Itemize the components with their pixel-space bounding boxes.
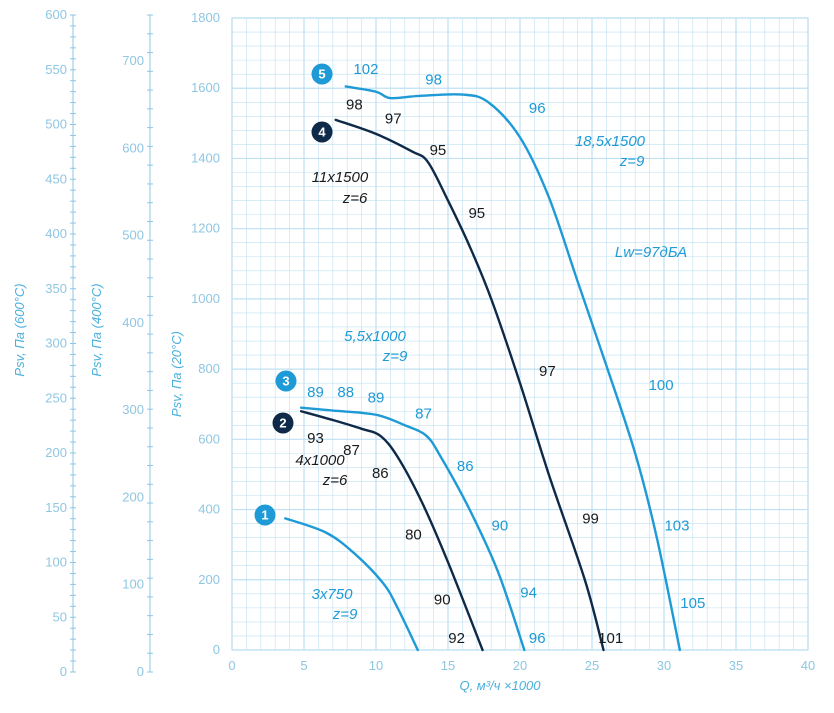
series-3-data-label: 86 <box>457 458 474 475</box>
y400-axis-tick-label: 100 <box>122 577 144 592</box>
y-tick-label: 1400 <box>191 150 220 165</box>
series-3-data-label: 90 <box>491 518 508 535</box>
y-tick-label: 0 <box>213 642 220 657</box>
series-2-data-label: 93 <box>307 430 324 447</box>
series-4-data-label: 97 <box>385 110 402 127</box>
y400-axis-tick-label: 400 <box>122 315 144 330</box>
series-4-data-label: 95 <box>430 142 447 159</box>
x-tick-label: 10 <box>369 658 383 673</box>
y-tick-label: 1800 <box>191 10 220 25</box>
x-tick-label: 20 <box>513 658 527 673</box>
y-tick-label: 1600 <box>191 80 220 95</box>
series-4-data-label: 97 <box>539 363 556 380</box>
y600-axis-tick-label: 400 <box>45 226 67 241</box>
y-tick-label: 400 <box>198 502 220 517</box>
y-axis-title: Psv, Па (20°C) <box>169 331 184 417</box>
series-1-annotation: 3x750 <box>312 586 354 603</box>
series-3-curve <box>299 406 526 652</box>
x-axis-title: Q, м³/ч ×1000 <box>459 678 541 693</box>
series-3-badge <box>275 370 297 392</box>
plot-frame <box>231 17 809 651</box>
y600-axis-tick-label: 200 <box>45 445 67 460</box>
series-2-annotation: z=6 <box>322 472 348 489</box>
x-tick-label: 5 <box>300 658 307 673</box>
series-3-annotation: 5,5x1000 <box>344 328 406 345</box>
sound-power-annotation: Lw=97дБА <box>615 244 687 261</box>
series-5-data-label: 100 <box>649 377 674 394</box>
x-tick-label: 40 <box>801 658 815 673</box>
series-5-data-label: 96 <box>529 100 546 117</box>
y600-axis-tick-label: 0 <box>60 664 67 679</box>
y400-axis-tick-label: 500 <box>122 228 144 243</box>
series-5-annotation: z=9 <box>619 153 645 170</box>
series-2-data-label: 86 <box>372 465 389 482</box>
series-4-badge-number: 4 <box>318 125 326 140</box>
y600-axis-tick-label: 500 <box>45 117 67 132</box>
y600-axis-tick-label: 350 <box>45 281 67 296</box>
series-4-curve <box>334 118 605 652</box>
series-2-badge <box>272 412 294 434</box>
x-tick-label: 30 <box>657 658 671 673</box>
series-4-data-label: 101 <box>598 630 623 647</box>
series-4-data-label: 99 <box>582 511 599 528</box>
y400-axis-tick-label: 700 <box>122 53 144 68</box>
y-tick-label: 1200 <box>191 221 220 236</box>
series-3-data-label: 88 <box>337 384 354 401</box>
y600-axis-tick-label: 250 <box>45 390 67 405</box>
y600-axis-title: Psv, Па (600°C) <box>12 283 27 376</box>
series-4-badge <box>311 121 333 143</box>
series-4-data-label: 95 <box>468 205 485 222</box>
y400-axis-tick-label: 200 <box>122 489 144 504</box>
series-4-data-label: 98 <box>346 96 363 113</box>
series-3-data-label: 96 <box>529 630 546 647</box>
y400-axis-tick-label: 600 <box>122 140 144 155</box>
x-tick-label: 35 <box>729 658 743 673</box>
series-3-data-label: 94 <box>520 584 537 601</box>
y600-axis-tick-label: 50 <box>53 609 67 624</box>
series-5-data-label: 98 <box>425 72 442 89</box>
y600-axis-tick-label: 450 <box>45 171 67 186</box>
y-tick-label: 200 <box>198 572 220 587</box>
y600-axis-tick-label: 300 <box>45 336 67 351</box>
y-tick-label: 800 <box>198 361 220 376</box>
series-5-data-label: 103 <box>664 518 689 535</box>
series-3-annotation: z=9 <box>382 348 408 365</box>
y400-axis-tick-label: 300 <box>122 402 144 417</box>
series-3-badge-number: 3 <box>282 374 289 389</box>
series-1-badge <box>254 504 276 526</box>
series-5-data-label: 105 <box>680 595 705 612</box>
y600-axis-tick-label: 600 <box>45 7 67 22</box>
y600-axis-tick-label: 100 <box>45 555 67 570</box>
series-3-data-label: 89 <box>368 389 385 406</box>
series-1-curve <box>284 517 419 652</box>
series-2-curve <box>299 410 484 652</box>
series-5-badge <box>311 63 333 85</box>
series-4-annotation: 11x1500 <box>312 169 369 186</box>
series-2-annotation: 4x1000 <box>295 452 345 469</box>
y-tick-label: 1000 <box>191 291 220 306</box>
series-1-badge-number: 1 <box>261 508 268 523</box>
y400-axis-title: Psv, Па (400°C) <box>89 283 104 376</box>
x-tick-label: 0 <box>228 658 235 673</box>
series-5-badge-number: 5 <box>318 67 325 82</box>
series-1-annotation: z=9 <box>332 606 358 623</box>
y-tick-label: 600 <box>198 431 220 446</box>
series-3-data-label: 87 <box>415 405 432 422</box>
series-2-data-label: 92 <box>448 630 465 647</box>
series-2-badge-number: 2 <box>279 416 286 431</box>
series-3-data-label: 89 <box>307 384 324 401</box>
series-2-data-label: 90 <box>434 591 451 608</box>
y600-axis-tick-label: 550 <box>45 62 67 77</box>
y600-axis-tick-label: 150 <box>45 500 67 515</box>
series-4-annotation: z=6 <box>342 190 368 207</box>
series-2-data-label: 87 <box>343 442 360 459</box>
series-5-data-label: 102 <box>353 61 378 78</box>
series-2-data-label: 80 <box>405 526 422 543</box>
y400-axis-tick-label: 0 <box>137 664 144 679</box>
x-tick-label: 25 <box>585 658 599 673</box>
series-5-annotation: 18,5x1500 <box>575 133 646 150</box>
series-5-curve <box>344 85 682 652</box>
x-tick-label: 15 <box>441 658 455 673</box>
